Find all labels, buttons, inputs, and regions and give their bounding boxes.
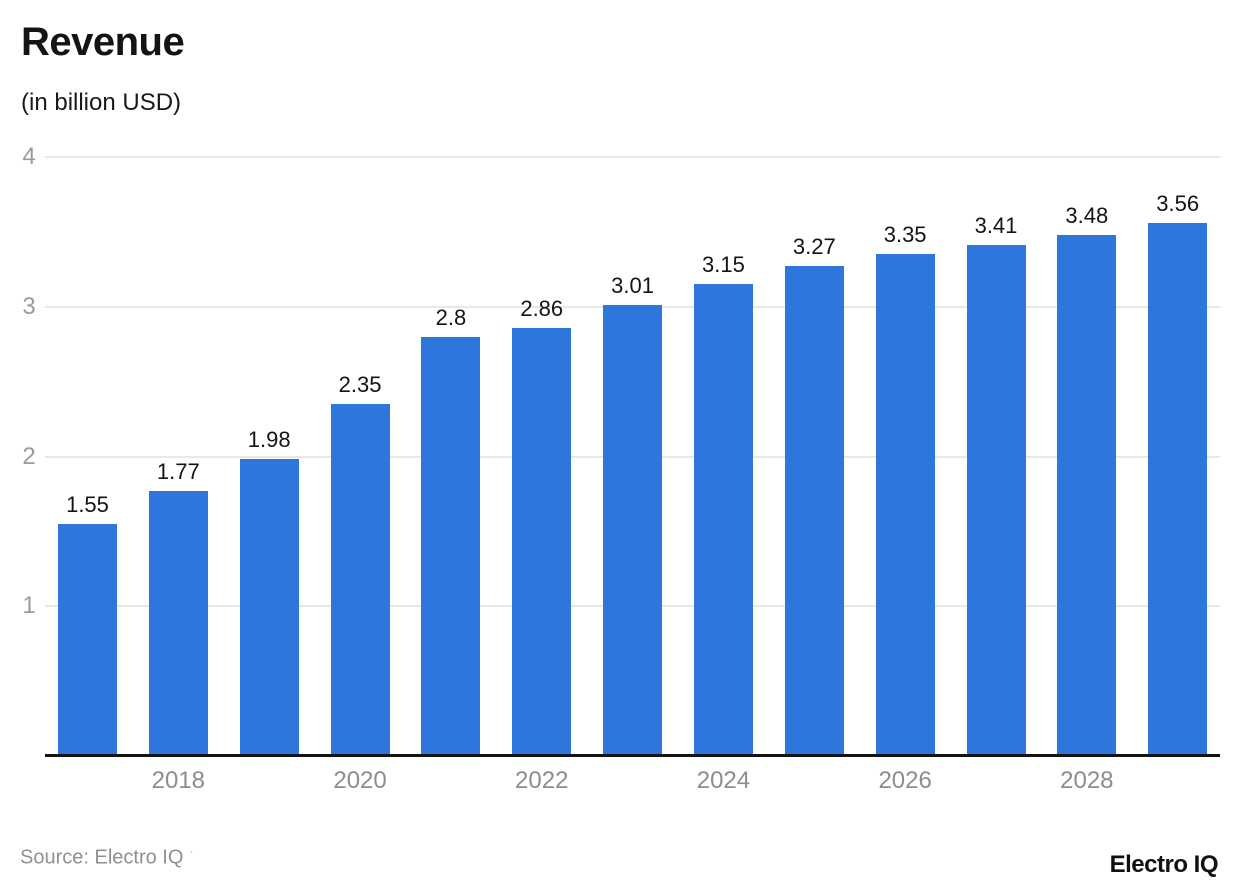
bar-2023 [603, 305, 663, 756]
brand-logo: Electro IQ [1109, 851, 1219, 878]
bar-value-label: 3.56 [1156, 190, 1200, 216]
bar-value-label: 1.77 [156, 458, 200, 484]
bar-2020 [330, 404, 390, 756]
bar-2022 [512, 327, 572, 756]
x-axis-tick-label: 2020 [333, 767, 387, 794]
bar-2018 [148, 490, 208, 756]
bar-value-label: 2.8 [435, 304, 467, 330]
source-label: Source: Electro IQ [20, 846, 184, 869]
x-axis-tick-label: 2024 [696, 767, 751, 794]
bar-2017 [58, 523, 117, 756]
chart-title: Revenue [21, 20, 185, 64]
x-axis-tick-label: 2028 [1060, 767, 1114, 794]
chart-subtitle: (in billion USD) [21, 89, 182, 116]
bar-value-label: 1.55 [66, 491, 109, 517]
source-text: Source: Electro IQ · [20, 844, 194, 870]
bar-2028 [1057, 234, 1117, 756]
bar-value-label: 3.35 [883, 222, 927, 248]
gridline [45, 156, 1220, 158]
bar-2024 [693, 284, 753, 756]
x-axis-line [45, 754, 1220, 757]
bar-value-label: 3.15 [702, 252, 745, 278]
x-axis-tick-label: 2026 [878, 767, 932, 794]
x-axis-tick-label: 2022 [515, 767, 569, 794]
bar-2027 [966, 245, 1026, 756]
bar-value-label: 3.41 [974, 213, 1018, 239]
bar-2021 [421, 336, 481, 756]
source-mark: · [189, 844, 194, 859]
bar-value-label: 2.35 [338, 372, 382, 398]
bar-2029 [1148, 222, 1208, 756]
bar-2025 [784, 266, 844, 756]
x-axis-tick-label: 2018 [151, 767, 206, 794]
bar-value-label: 3.48 [1065, 202, 1109, 228]
y-axis-tick-label: 2 [22, 442, 36, 470]
bar-value-label: 3.27 [792, 234, 836, 260]
bar-2026 [875, 254, 935, 756]
y-axis-tick-label: 3 [22, 292, 36, 320]
bar-value-label: 2.86 [520, 295, 564, 321]
y-axis-tick-label: 1 [22, 592, 36, 620]
bar-value-label: 1.98 [247, 427, 291, 453]
bar-2019 [239, 459, 299, 756]
bar-value-label: 3.01 [611, 273, 654, 299]
y-axis-tick-label: 4 [22, 143, 36, 170]
